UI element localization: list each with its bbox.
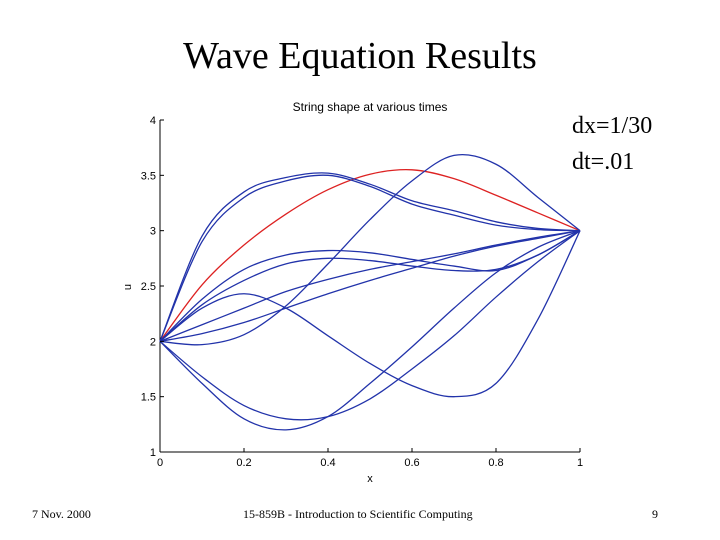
y-tick-label: 1	[150, 447, 156, 459]
series-line-5	[159, 230, 581, 342]
series-line-3	[159, 174, 581, 342]
chart-title: String shape at various times	[293, 100, 448, 114]
series-line-7	[159, 230, 581, 342]
y-tick-label: 2	[150, 336, 156, 348]
x-axis-label: x	[367, 473, 373, 485]
series-line-2	[159, 172, 581, 342]
simulation-params: dx=1/30 dt=.01	[572, 108, 652, 180]
x-tick-label: 0.8	[488, 457, 503, 469]
chart: String shape at various times 0 0.2 0.4 0.6…	[122, 100, 583, 485]
y-tick-label: 1.5	[141, 392, 156, 404]
series-line-1	[159, 168, 581, 342]
footer-course: 15-859B - Introduction to Scientific Com…	[243, 507, 473, 521]
y-tick-label: 3	[150, 226, 156, 238]
series-line-11	[159, 230, 581, 421]
series-line-6	[159, 230, 581, 342]
x-tick-label: 0.2	[236, 457, 251, 469]
x-tick-label: 0.4	[320, 457, 335, 469]
footer-date: 7 Nov. 2000	[32, 507, 91, 521]
series-line-9	[159, 230, 581, 398]
y-tick-label: 3.5	[141, 170, 156, 182]
param-dx: dx=1/30	[572, 113, 653, 139]
y-tick-label: 4	[150, 115, 156, 127]
footer-page-number: 9	[652, 507, 658, 521]
x-tick-label: 1	[577, 457, 583, 469]
tick-layer: 0 0.2 0.4 0.6 0.8 1 1 1.5 2 2.5 3 3.5 4	[141, 115, 583, 469]
x-tick-label: 0	[157, 457, 163, 469]
slide-title: Wave Equation Results	[183, 35, 537, 77]
series-line-4	[159, 230, 581, 342]
x-tick-label: 0.6	[404, 457, 419, 469]
series-line-10	[159, 230, 581, 431]
series-line-8	[159, 153, 581, 346]
y-axis-label: u	[122, 284, 134, 290]
y-tick-label: 2.5	[141, 281, 156, 293]
param-dt: dt=.01	[572, 149, 635, 175]
series-layer	[159, 153, 581, 431]
